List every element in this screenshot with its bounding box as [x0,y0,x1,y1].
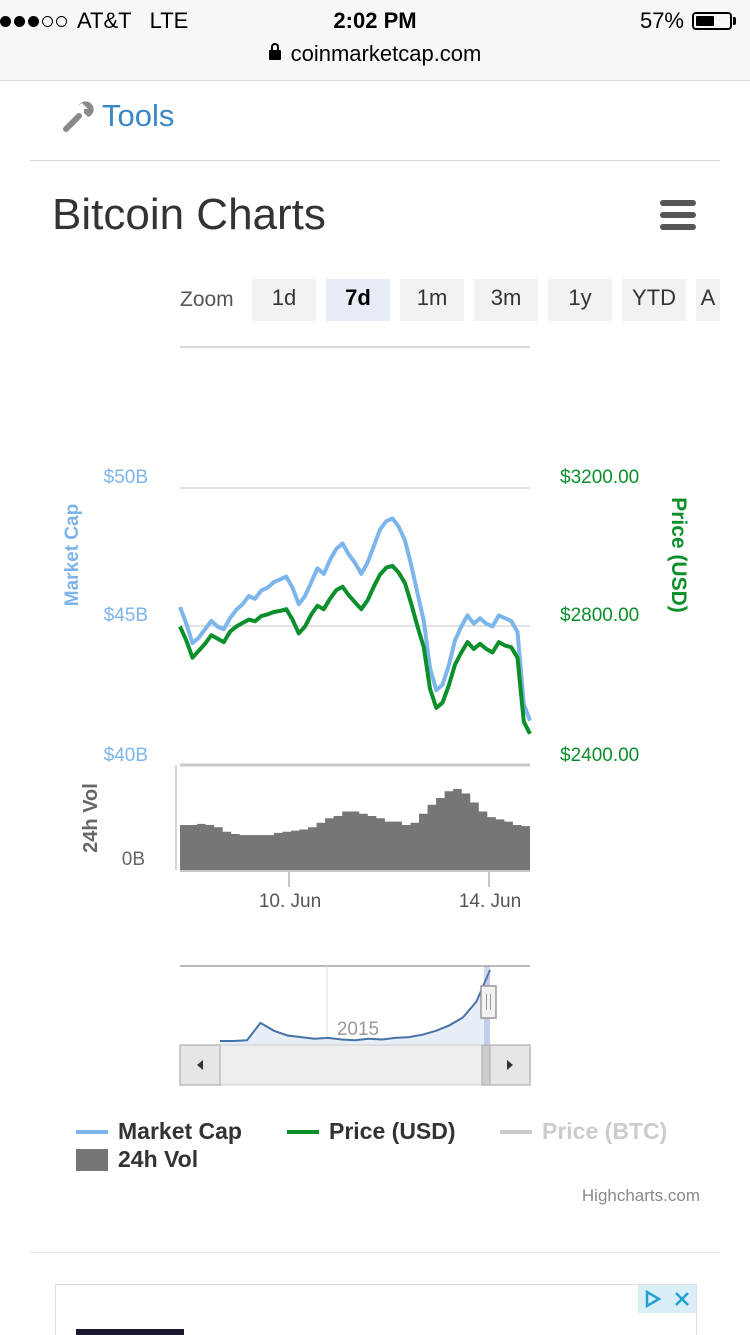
divider [30,160,720,161]
tools-link[interactable]: Tools [62,98,174,134]
wrench-icon [63,101,94,132]
price-usd-line [178,563,532,735]
carrier-name: AT&T [77,8,132,33]
navigator-label: 2015 [337,1019,379,1040]
legend-symbol [76,1129,108,1134]
status-right: 57% [640,8,736,34]
address-bar[interactable]: coinmarketcap.com [0,41,750,67]
bitcoin-chart: $50B $45B $40B $3200.00 $2800.00 $2400.0… [62,467,690,1086]
tools-label: Tools [102,98,175,133]
market-cap-line [178,516,532,722]
legend-symbol [287,1129,319,1134]
battery-icon [692,12,732,30]
legend-item-market-cap[interactable]: Market Cap [76,1118,242,1145]
legend-label: 24h Vol [118,1146,199,1172]
close-icon[interactable] [668,1285,696,1313]
lock-icon [268,43,281,60]
page-title: Bitcoin Charts [52,190,326,239]
legend-label: Price (USD) [329,1118,456,1144]
hamburger-bar [660,200,696,206]
y-axis-label-market-cap-2: $40B [104,745,148,766]
zoom-button-1m[interactable]: 1m [400,279,464,321]
status-left: AT&T LTE [0,8,188,34]
y-axis-label-market-cap-1: $45B [104,605,148,626]
legend-label: Market Cap [118,1118,242,1144]
ad-banner[interactable] [55,1284,697,1335]
zoom-button-ytd[interactable]: YTD [622,279,686,321]
chart-menu-button[interactable] [660,200,696,230]
x-axis-label-0: 10. Jun [259,891,321,912]
volume-axis-label-0: 0B [122,849,145,870]
zoom-button-1d[interactable]: 1d [252,279,316,321]
navigator-line [220,969,491,1042]
price-series [178,516,532,735]
hamburger-bar [660,224,696,230]
battery-fill [696,16,714,26]
y-axis-label-market-cap-0: $50B [104,467,148,488]
legend-label: Price (BTC) [542,1118,668,1144]
adchoices-icon[interactable] [638,1285,668,1313]
battery-tip [733,17,736,25]
signal-strength-icon [0,15,67,27]
chevron-right-icon [507,1060,513,1070]
volume-series [180,789,530,870]
legend-item-price-usd[interactable]: Price (USD) [287,1118,456,1145]
signal-dot [0,15,11,27]
clock: 2:02 PM [333,8,417,33]
navigator-selection [484,966,490,1084]
y-axis-title-market-cap: Market Cap [62,504,83,606]
signal-dot [14,15,25,27]
legend-symbol [76,1148,108,1171]
x-axis-label-1: 14. Jun [459,891,521,912]
signal-dot [28,15,39,27]
range-selector-divider [180,346,530,348]
y-axis-label-price-2: $2400.00 [560,745,639,766]
divider [30,1252,720,1253]
legend-symbol [500,1129,532,1134]
signal-dot [56,15,67,27]
zoom-label: Zoom [180,288,234,311]
y-axis-title-volume: 24h Vol [80,783,102,853]
highcharts-credit[interactable]: Highcharts.com [581,1186,700,1205]
y-axis-label-price-1: $2800.00 [560,605,639,626]
zoom-button-3m[interactable]: 3m [474,279,538,321]
y-axis-label-price-0: $3200.00 [560,467,639,488]
navigator [179,965,531,1086]
hamburger-bar [660,212,696,218]
signal-dot [42,15,53,27]
zoom-button-7d[interactable]: 7d [326,279,390,321]
zoom-button-a[interactable]: A [696,279,720,321]
legend-item-price-btc[interactable]: Price (BTC) [500,1118,667,1145]
network-type: LTE [149,8,189,33]
navigator-handle[interactable] [480,985,497,1019]
zoom-button-1y[interactable]: 1y [548,279,612,321]
scrollbar-thumb[interactable] [481,1044,491,1086]
chevron-left-icon [197,1060,203,1070]
y-axis-title-price: Price (USD) [667,497,690,613]
battery-percent: 57% [639,8,684,33]
volume-area [180,789,530,870]
zoom-button-clip: A [696,279,720,321]
legend-item-volume[interactable]: 24h Vol [76,1146,198,1173]
ad-image [76,1329,184,1335]
scrollbar-track [179,1044,531,1086]
navigator-area [220,970,490,1045]
status-bar: AT&T LTE 2:02 PM 57% coinmarketcap.com [0,0,750,81]
x-axis [180,870,530,887]
url-text: coinmarketcap.com [290,41,482,66]
